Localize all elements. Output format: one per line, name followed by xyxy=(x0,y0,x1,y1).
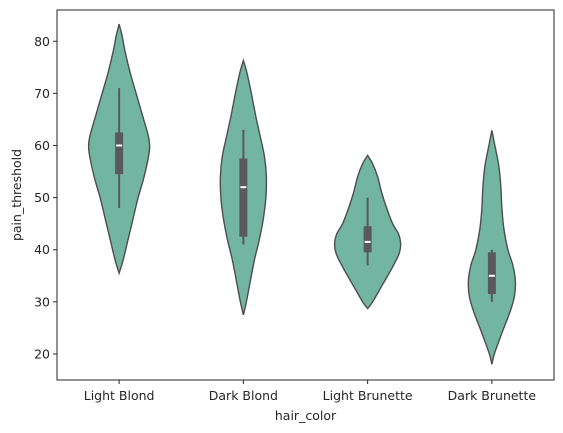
violin-dark-brunette xyxy=(467,130,517,365)
box-group xyxy=(115,88,496,302)
plot-frame xyxy=(56,9,555,381)
y-tick-label: 30 xyxy=(34,294,50,309)
x-tick-label: Dark Blond xyxy=(209,388,278,403)
iqr-box xyxy=(239,158,248,237)
y-tick-label: 50 xyxy=(34,190,50,205)
y-tick-label: 60 xyxy=(34,138,50,153)
plot-area xyxy=(57,10,554,380)
x-axis: Light Blond Dark Blond Light Brunette Dark … xyxy=(84,380,537,403)
iqr-box xyxy=(363,226,372,253)
x-axis-label: hair_color xyxy=(275,408,337,423)
x-tick-label: Dark Brunette xyxy=(448,388,537,403)
y-axis: 20 30 40 50 60 70 80 xyxy=(34,34,57,361)
y-tick-label: 70 xyxy=(34,86,50,101)
x-tick-label: Light Brunette xyxy=(323,388,413,403)
y-tick-label: 40 xyxy=(34,242,50,257)
y-tick-label: 80 xyxy=(34,34,50,49)
iqr-box xyxy=(115,132,124,175)
x-tick-label: Light Blond xyxy=(84,388,155,403)
y-axis-label: pain_threshold xyxy=(9,149,24,241)
y-tick-label: 20 xyxy=(34,346,50,361)
iqr-box xyxy=(487,252,496,295)
